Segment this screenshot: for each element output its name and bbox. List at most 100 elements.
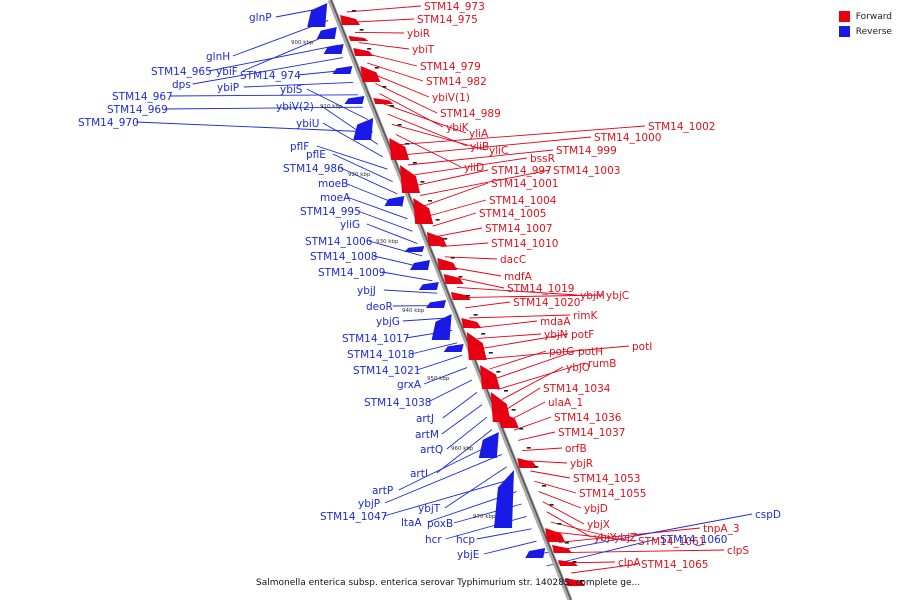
reverse-gene-label: poxB [427,518,453,530]
forward-gene-block [466,332,487,360]
scale-tick-label: 970 kbp [473,514,496,520]
forward-label-connector [465,301,511,309]
forward-gene-label: bssR [530,153,555,165]
legend: Forward Reverse [838,9,892,39]
reverse-label-connector [242,32,334,72]
reverse-gene-label: STM14_995 [300,206,361,218]
forward-gene-label: STM14_1037 [558,427,625,439]
minor-mark [352,10,356,12]
forward-gene-label: ybiR [407,28,430,40]
forward-gene-block [413,198,434,224]
reverse-gene-label: STM14_1008 [310,251,377,263]
forward-gene-label: clpA [618,557,641,569]
reverse-label-connector [442,392,478,419]
reverse-gene-block [418,282,439,290]
forward-label-connector [473,320,538,329]
minor-mark [359,29,364,31]
forward-gene-block [400,165,420,193]
backbone-line [327,0,573,600]
forward-gene-label: STM14_1000 [594,132,661,144]
forward-label-connector [440,242,489,248]
forward-label-connector [477,333,542,339]
forward-gene-block [389,138,410,160]
reverse-gene-label: STM14_965 [151,66,212,78]
reverse-label-connector [346,196,408,220]
minor-mark [405,143,410,145]
reverse-label-connector [445,515,527,540]
reverse-label-connector [322,122,383,158]
forward-label-connector [371,72,430,98]
reverse-gene-label: ybiS [280,84,303,96]
forward-gene-label: ybjM [580,290,605,302]
forward-gene-label: tnpA_3 [703,523,740,535]
reverse-label-connector [243,81,353,88]
forward-gene-block [490,392,511,422]
forward-gene-label: STM14_1007 [485,223,552,235]
minor-mark [534,466,539,468]
forward-gene-label: dacC [500,254,526,266]
minor-mark [481,333,486,335]
minor-mark [549,504,554,506]
reverse-gene-label: ybiP [217,82,239,94]
forward-gene-label: STM14_989 [440,108,501,120]
reverse-gene-block [384,196,405,206]
minor-mark [435,219,440,221]
forward-gene-label: ybjN [544,329,568,341]
forward-gene-label: STM14_1034 [543,383,611,395]
forward-gene-label: ybjZ [614,532,637,544]
forward-gene-label: STM14_1005 [479,208,546,220]
forward-gene-label: rumB [588,358,616,370]
minor-mark [557,523,562,525]
scale-tick-label: 960 kbp [451,446,474,452]
reverse-gene-label: STM14_986 [283,163,344,175]
forward-gene-label: ybiK [446,122,470,134]
forward-gene-label: STM14_1065 [641,559,708,571]
forward-label-connector [567,561,616,564]
reverse-gene-label: artQ [420,444,443,456]
label-connectors [135,5,753,574]
reverse-gene-block [307,3,328,27]
minor-mark [504,390,508,392]
reverse-label-connector [541,513,753,555]
scale-tick-label: 920 kbp [348,172,371,178]
forward-label-connector [424,182,489,207]
forward-gene-label: mdaA [540,316,571,328]
reverse-gene-label: deoR [366,301,393,313]
legend-item-reverse: Reverse [838,24,892,39]
forward-gene-label: STM14_999 [556,145,617,157]
reverse-label-connector [192,57,344,85]
minor-mark [382,86,387,88]
reverse-gene-label: artJ [416,413,434,425]
forward-gene-block [545,528,566,542]
forward-gene-label: ybiT [412,44,435,56]
forward-gene-label: STM14_1055 [579,488,646,500]
reverse-gene-label: ybjE [457,549,479,561]
forward-label-connector [530,470,571,479]
forward-gene-label: STM14_997 [491,165,552,177]
minor-mark [466,295,470,297]
minor-mark [390,105,394,107]
reverse-label-connector [410,342,458,355]
reverse-gene-label: glnP [249,12,272,24]
reverse-label-connector [169,94,358,97]
forward-gene-label: rimK [573,310,598,322]
minor-mark [519,428,524,430]
forward-gene-label: ybjX [587,519,610,531]
reverse-gene-label: grxA [397,379,422,391]
forward-gene-label: mdfA [504,271,533,283]
reverse-gene-block [404,246,425,252]
forward-label-connector [456,286,578,296]
forward-label-connector [534,480,577,494]
forward-gene-label: STM14_1003 [553,165,620,177]
forward-label-connector [546,511,592,538]
reverse-gene-block [323,44,344,54]
reverse-gene-label: ybjP [358,498,380,510]
forward-gene-block [353,48,374,56]
forward-gene-block [443,274,464,284]
forward-gene-block [373,98,394,104]
genome-backbone [327,0,573,600]
reverse-label-connector [416,354,463,371]
minor-mark [473,314,478,316]
minor-mark [564,542,569,544]
forward-label-connector [571,563,639,574]
